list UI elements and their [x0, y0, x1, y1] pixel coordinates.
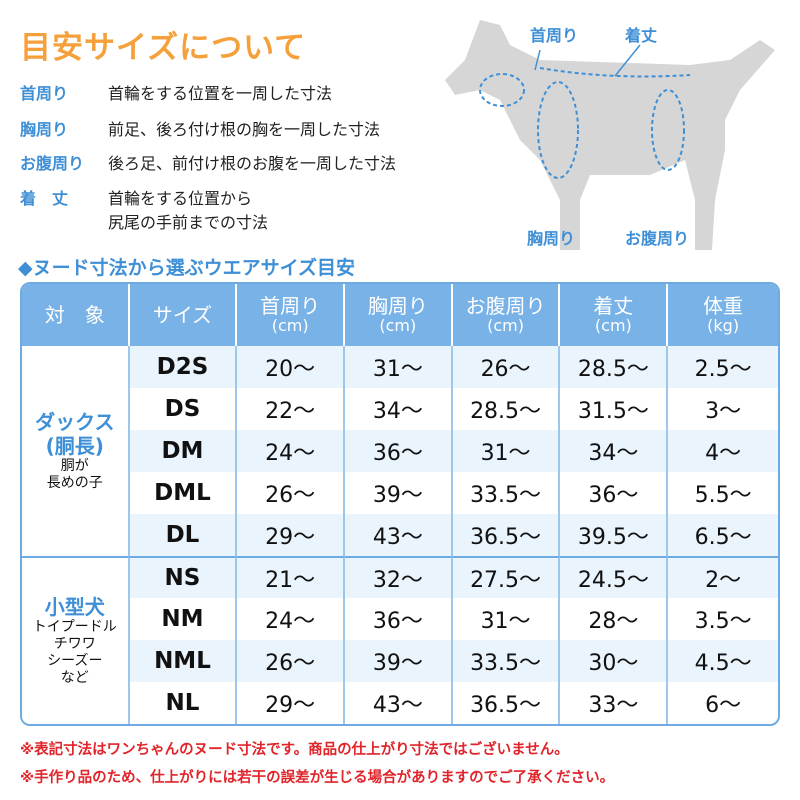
group-name: ダックス: [35, 410, 115, 435]
value-cell: 2.5〜: [668, 346, 778, 388]
group-note: 胴が 長めの子: [46, 458, 103, 491]
value-cell: 31.5〜: [560, 388, 669, 430]
value-cell: 39〜: [345, 472, 453, 514]
value-cell: 33〜: [560, 682, 669, 724]
value-cell: 36.5〜: [452, 514, 561, 556]
value-cell: 3.5〜: [694, 609, 752, 634]
value-cell: 31〜: [452, 430, 561, 472]
value-cell: 26〜: [237, 472, 345, 514]
note-nude-size: ※表記寸法はワンちゃんのヌード寸法です。商品の仕上がり寸法ではございません。: [20, 742, 569, 758]
value-cell: 36〜: [345, 430, 453, 472]
size-cell: NL: [130, 682, 238, 724]
dog-silhouette-diagram: [445, 20, 775, 250]
value-cell: 31〜: [345, 346, 453, 388]
table-row: 小型犬 トイプードル チワワ シーズー など NS 21〜 32〜 27.5〜 24.5〜 2…: [22, 556, 778, 724]
size-cell: DM: [129, 430, 238, 472]
value-cell: 30〜: [560, 640, 669, 682]
value-cell: 4〜: [668, 430, 778, 472]
column-header: お腹周り (cm): [452, 284, 561, 346]
value-cell: 39.5〜: [560, 514, 669, 556]
size-cell: DML: [130, 472, 238, 514]
column-header: 首周り (cm): [237, 284, 345, 346]
value-cell: 20〜: [237, 346, 345, 388]
value-cell: 43〜: [345, 514, 453, 556]
note-handmade: ※手作り品のため、仕上がりには若干の誤差が生じる場合がありますのでご了承ください…: [20, 770, 615, 786]
page-title: 目安サイズについて: [20, 30, 307, 66]
value-cell: 22〜: [237, 388, 345, 430]
value-cell: 24.5〜: [560, 556, 669, 598]
value-cell: 29〜: [237, 514, 345, 556]
column-header: 着丈 (cm): [560, 284, 669, 346]
value-cell: 32〜: [345, 556, 453, 598]
value-cell: 43〜: [345, 682, 453, 724]
value-cell: 24〜: [237, 430, 345, 472]
value-cell: 36〜: [560, 472, 669, 514]
group-cell: 小型犬 トイプードル チワワ シーズー など: [22, 556, 130, 724]
value-cell: 6.5〜: [668, 514, 778, 556]
value-cell: 31〜: [453, 598, 561, 640]
size-cell: DS: [130, 388, 238, 430]
group-name: 小型犬: [44, 595, 105, 620]
group-cell: ダックス (胴長) 胴が 長めの子: [22, 346, 130, 556]
table-row: NML 26〜 39〜 33.5〜 30〜 4.5〜: [22, 640, 778, 682]
value-cell: 34〜: [560, 430, 669, 472]
section-subtitle: ◆ヌード寸法から選ぶウエアサイズ目安: [18, 257, 356, 279]
table-row: DL 29〜 43〜 36.5〜 39.5〜 6.5〜: [22, 514, 778, 556]
diagram-label-belly: お腹周り: [625, 229, 690, 248]
value-cell: 4.5〜: [668, 640, 778, 682]
size-cell: D2S: [129, 346, 238, 388]
size-cell: NM: [130, 598, 238, 640]
column-header: 胸周り (cm): [345, 284, 453, 346]
value-cell: 21〜: [237, 556, 345, 598]
diagram-label-neck: 首周り: [530, 26, 579, 45]
definition-length: 着 丈首輪をする位置から 尻尾の手前までの寸法: [20, 189, 269, 232]
definition-neck: 首周り 首輪をする位置を一周した寸法: [20, 84, 333, 103]
value-cell: 24〜: [237, 598, 345, 640]
value-cell: 36〜: [345, 598, 453, 640]
definition-belly: お腹周り 後ろ足、前付け根のお腹を一周した寸法: [20, 154, 397, 173]
table-row: DM 24〜 36〜 31〜 34〜 4〜: [22, 430, 778, 472]
table-row: ダックス (胴長) 胴が 長めの子 D2S 20〜 31〜 26〜 28.5〜 2.5〜: [22, 346, 778, 556]
table-row: NL 29〜 43〜 36.5〜 33〜 6〜: [22, 682, 778, 724]
size-table: 対 象サイズ 首周り (cm) 胸周り (cm) お腹周り (cm) 着丈 (cm) 体重 (kg)…: [20, 282, 780, 726]
table-row: DML 26〜 39〜 33.5〜 36〜 5.5〜: [22, 472, 778, 514]
group-subname: (胴長): [45, 434, 104, 459]
value-cell: 26〜: [452, 346, 561, 388]
column-header: 対 象: [22, 284, 130, 346]
definition-chest: 胸周り 前足、後ろ付け根の胸を一周した寸法: [20, 120, 381, 139]
table-row: DS 22〜 34〜 28.5〜 31.5〜 3〜: [22, 388, 778, 430]
value-cell: 27.5〜: [452, 556, 561, 598]
size-cell: NS: [129, 556, 238, 598]
value-cell: 28.5〜: [453, 388, 561, 430]
value-cell: 28.5〜: [560, 346, 669, 388]
value-cell: 29〜: [237, 682, 345, 724]
group-note: トイプードル チワワ シーズー など: [32, 619, 117, 686]
column-header: 体重 (kg): [668, 284, 778, 346]
value-cell: 3〜: [705, 399, 742, 424]
value-cell: 33.5〜: [452, 640, 561, 682]
table-row: NM 24〜 36〜 31〜 28〜 3.5〜: [22, 598, 778, 640]
value-cell: 39〜: [345, 640, 453, 682]
value-cell: 2〜: [668, 556, 778, 598]
diagram-label-length: 着丈: [625, 26, 658, 45]
value-cell: 5.5〜: [694, 483, 752, 508]
value-cell: 28〜: [560, 598, 669, 640]
value-cell: 6〜: [705, 693, 742, 718]
value-cell: 34〜: [345, 388, 453, 430]
column-header: サイズ: [129, 284, 238, 346]
value-cell: 33.5〜: [453, 472, 561, 514]
diagram-label-chest: 胸周り: [527, 229, 576, 248]
value-cell: 26〜: [237, 640, 345, 682]
value-cell: 36.5〜: [453, 682, 561, 724]
size-cell: NML: [129, 640, 238, 682]
size-cell: DL: [129, 514, 238, 556]
